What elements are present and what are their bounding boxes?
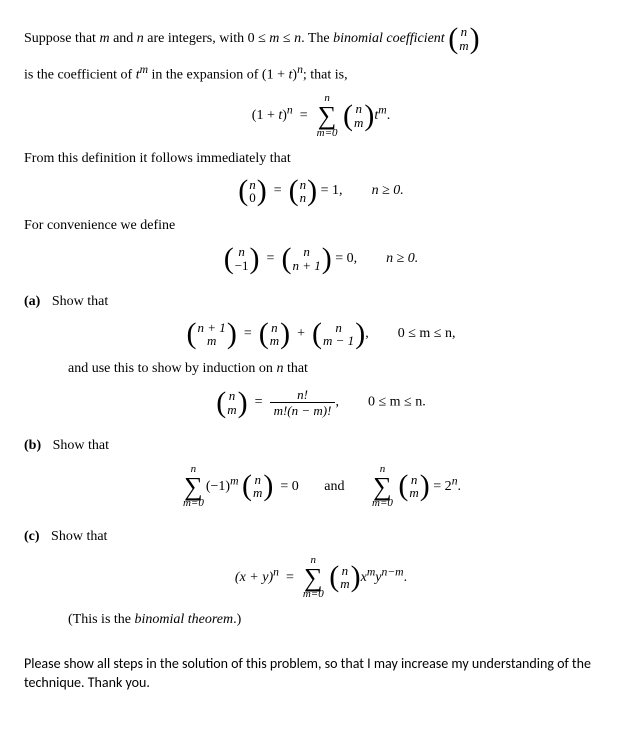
frac-num: n! bbox=[270, 387, 336, 403]
text: in the expansion of (1 + bbox=[148, 68, 288, 83]
condition: 0 ≤ m ≤ n, bbox=[398, 327, 456, 342]
text: . The bbox=[301, 31, 333, 46]
binom-top: n bbox=[249, 178, 256, 192]
binom-bot: m bbox=[270, 334, 279, 348]
binom-top: n bbox=[340, 564, 349, 578]
binom-top: n bbox=[292, 245, 320, 259]
footer-request: Please show all steps in the solution of… bbox=[24, 654, 618, 693]
part-a-text2: and use this to show by induction on n t… bbox=[24, 359, 618, 379]
text: = 2 bbox=[433, 479, 451, 494]
sum-lower: m=0 bbox=[372, 498, 393, 509]
binom: (nm) bbox=[343, 101, 374, 131]
binom: (nm) bbox=[259, 319, 290, 349]
equation-edge-cases-1: (n0) = (nn) = 1, n ≥ 0. bbox=[24, 176, 618, 206]
equation-sums: n ∑ m=0 (−1)m (nm) = 0 and n ∑ m=0 (nm) … bbox=[24, 464, 618, 509]
part-c-note: (This is the binomial theorem.) bbox=[24, 610, 618, 630]
condition: 0 ≤ m ≤ n. bbox=[368, 395, 426, 410]
equation-expansion: (1 + t)n = n ∑ m=0 (nm) tm. bbox=[24, 93, 618, 138]
binom: (nn + 1) bbox=[281, 244, 331, 274]
binom-bot: m bbox=[340, 577, 349, 591]
text: is the coefficient of bbox=[24, 68, 136, 83]
binom-top: n bbox=[227, 389, 236, 403]
text: (This is the bbox=[68, 612, 135, 627]
equation-factorial: (nm) = n! m!(n − m)! , 0 ≤ m ≤ n. bbox=[24, 387, 618, 418]
text: and bbox=[110, 31, 137, 46]
part-b-label: (b) bbox=[24, 438, 49, 453]
part-c: (c) Show that bbox=[24, 527, 618, 547]
binom: (nn) bbox=[289, 176, 318, 206]
binom-top: n + 1 bbox=[198, 321, 226, 335]
text: and use this to show by induction on bbox=[68, 361, 276, 376]
part-a: (a) Show that bbox=[24, 292, 618, 312]
binom-bot: n + 1 bbox=[292, 259, 320, 273]
text: and bbox=[324, 479, 344, 494]
part-a-label: (a) bbox=[24, 294, 48, 309]
line-convenience: For convenience we define bbox=[24, 216, 618, 236]
term-binomial-coefficient: binomial coefficient bbox=[333, 31, 445, 46]
equation-edge-cases-2: (n−1) = (nn + 1) = 0, n ≥ 0. bbox=[24, 244, 618, 274]
text: Suppose that bbox=[24, 31, 99, 46]
part-a-text1: Show that bbox=[52, 294, 108, 309]
binom: (n−1) bbox=[224, 244, 260, 274]
binom-top: n bbox=[300, 178, 307, 192]
binom-top: n bbox=[235, 245, 249, 259]
binom-bot: m − 1 bbox=[323, 334, 354, 348]
part-b: (b) Show that bbox=[24, 436, 618, 456]
part-b-text: Show that bbox=[53, 438, 109, 453]
sum-operator: n ∑ m=0 bbox=[303, 555, 324, 600]
text: that bbox=[283, 361, 308, 376]
intro-line-1: Suppose that m and n are integers, with … bbox=[24, 24, 618, 54]
sum-operator: n ∑ m=0 bbox=[317, 93, 338, 138]
binom-bot: 0 bbox=[249, 191, 256, 205]
part-c-label: (c) bbox=[24, 529, 48, 544]
equation-binomial-theorem: (x + y)n = n ∑ m=0 (nm) xmyn−m. bbox=[24, 555, 618, 600]
sum-operator: n ∑ m=0 bbox=[183, 464, 204, 509]
equation-pascal: (n + 1m) = (nm) + (nm − 1) , 0 ≤ m ≤ n, bbox=[24, 319, 618, 349]
text: ; that is, bbox=[303, 68, 348, 83]
sum-lower: m=0 bbox=[303, 589, 324, 600]
condition: n ≥ 0. bbox=[372, 183, 404, 198]
text: . bbox=[387, 108, 391, 123]
binom-top: n bbox=[270, 321, 279, 335]
frac-den: m!(n − m)! bbox=[270, 403, 336, 418]
binom-top: n bbox=[323, 321, 354, 335]
intro-line-2: is the coefficient of tm in the expansio… bbox=[24, 62, 618, 85]
binom-bot: m bbox=[227, 403, 236, 417]
binom-bot: m bbox=[409, 486, 418, 500]
term-binomial-theorem: binomial theorem bbox=[135, 612, 234, 627]
sum-lower: m=0 bbox=[317, 128, 338, 139]
line-from-definition: From this definition it follows immediat… bbox=[24, 149, 618, 169]
sum-operator: n ∑ m=0 bbox=[372, 464, 393, 509]
binom-bot: m bbox=[198, 334, 226, 348]
condition: n ≥ 0. bbox=[386, 251, 418, 266]
binom-top: n bbox=[354, 102, 363, 116]
binom: (nm) bbox=[329, 562, 360, 592]
binom-top: n bbox=[409, 473, 418, 487]
binom: (nm − 1) bbox=[312, 319, 365, 349]
text: are integers, with 0 ≤ bbox=[144, 31, 269, 46]
part-c-text: Show that bbox=[51, 529, 107, 544]
text: (x + y) bbox=[235, 570, 273, 585]
text: = 0, bbox=[335, 251, 357, 266]
binom: (nm) bbox=[216, 388, 247, 418]
binom: (nm) bbox=[398, 471, 429, 501]
binom-top: n bbox=[459, 25, 468, 39]
binom-bot: m bbox=[253, 486, 262, 500]
binom-bot: n bbox=[300, 191, 307, 205]
binom-bot: m bbox=[459, 39, 468, 53]
binom: (nm) bbox=[242, 471, 273, 501]
binom-bot: −1 bbox=[235, 259, 249, 273]
text: = 1, bbox=[321, 183, 343, 198]
binom-bot: m bbox=[354, 116, 363, 130]
text: (1 + bbox=[252, 108, 279, 123]
binom: (n + 1m) bbox=[187, 319, 237, 349]
sum-lower: m=0 bbox=[183, 498, 204, 509]
text: .) bbox=[233, 612, 241, 627]
binom-top: n bbox=[253, 473, 262, 487]
text: ≤ bbox=[279, 31, 294, 46]
fraction: n! m!(n − m)! bbox=[270, 387, 336, 418]
binom: (n0) bbox=[238, 176, 267, 206]
binom-n-m: (nm) bbox=[448, 24, 479, 54]
